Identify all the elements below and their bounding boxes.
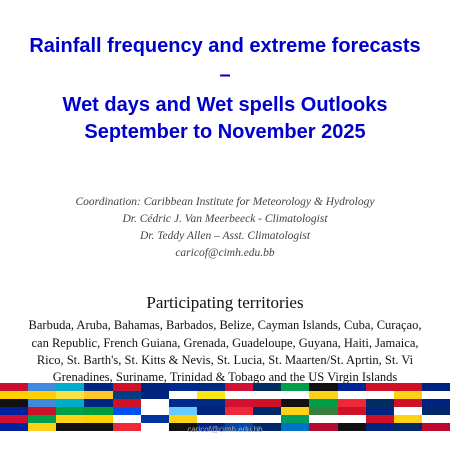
flag-1	[0, 383, 29, 407]
flag-6	[140, 383, 170, 407]
flag-9	[225, 383, 254, 407]
flag-10	[253, 383, 282, 407]
flag-29	[337, 407, 367, 431]
flag-13	[337, 383, 367, 407]
flag-14	[365, 383, 395, 407]
flag-25	[225, 407, 254, 431]
territories-line-4: Grenadines, Suriname, Trinidad & Tobago …	[52, 370, 398, 384]
flag-22	[140, 407, 170, 431]
flag-28	[309, 407, 338, 431]
flag-15	[393, 383, 423, 407]
flag-19	[56, 407, 85, 431]
flag-11	[281, 383, 310, 407]
flag-30	[365, 407, 395, 431]
territories-line-3: Rico, St. Barth's, St. Kitts & Nevis, St…	[36, 353, 414, 367]
flag-31	[393, 407, 423, 431]
territories-line-2: can Republic, French Guiana, Grenada, Gu…	[31, 336, 419, 350]
flag-27	[281, 407, 310, 431]
flag-17	[0, 407, 29, 431]
contact-email[interactable]: caricof@cimh.edu.bb	[175, 247, 275, 259]
flags-banner	[0, 383, 450, 433]
coordination-line: Coordination: Caribbean Institute for Me…	[75, 196, 375, 208]
flag-18	[28, 407, 57, 431]
slide-title-line-3: September to November 2025	[84, 121, 366, 143]
flag-3	[56, 383, 85, 407]
flag-20	[84, 407, 113, 431]
slide-title-line-1: Rainfall frequency and extreme forecasts	[29, 35, 421, 57]
flag-24	[196, 407, 226, 431]
flag-8	[196, 383, 226, 407]
flag-7	[168, 383, 198, 407]
flag-16	[421, 383, 450, 407]
slide-title-dash: –	[219, 64, 231, 86]
footer-email: caricof@cimh.edu.bb	[187, 425, 263, 434]
flag-32	[421, 407, 450, 431]
flag-5	[112, 383, 142, 407]
flag-21	[112, 407, 142, 431]
climatologist-line: Dr. Cédric J. Van Meerbeeck - Climatolog…	[122, 213, 328, 225]
participating-heading: Participating territories	[146, 293, 304, 312]
territories-line-1: Barbuda, Aruba, Bahamas, Barbados, Beliz…	[28, 318, 422, 332]
slide-title-line-2: Wet days and Wet spells Outlooks	[62, 94, 388, 116]
flag-23	[168, 407, 198, 431]
flag-4	[84, 383, 113, 407]
asst-climatologist-line: Dr. Teddy Allen – Asst. Climatologist	[139, 230, 311, 242]
flag-26	[253, 407, 282, 431]
flag-12	[309, 383, 338, 407]
flag-2	[28, 383, 57, 407]
